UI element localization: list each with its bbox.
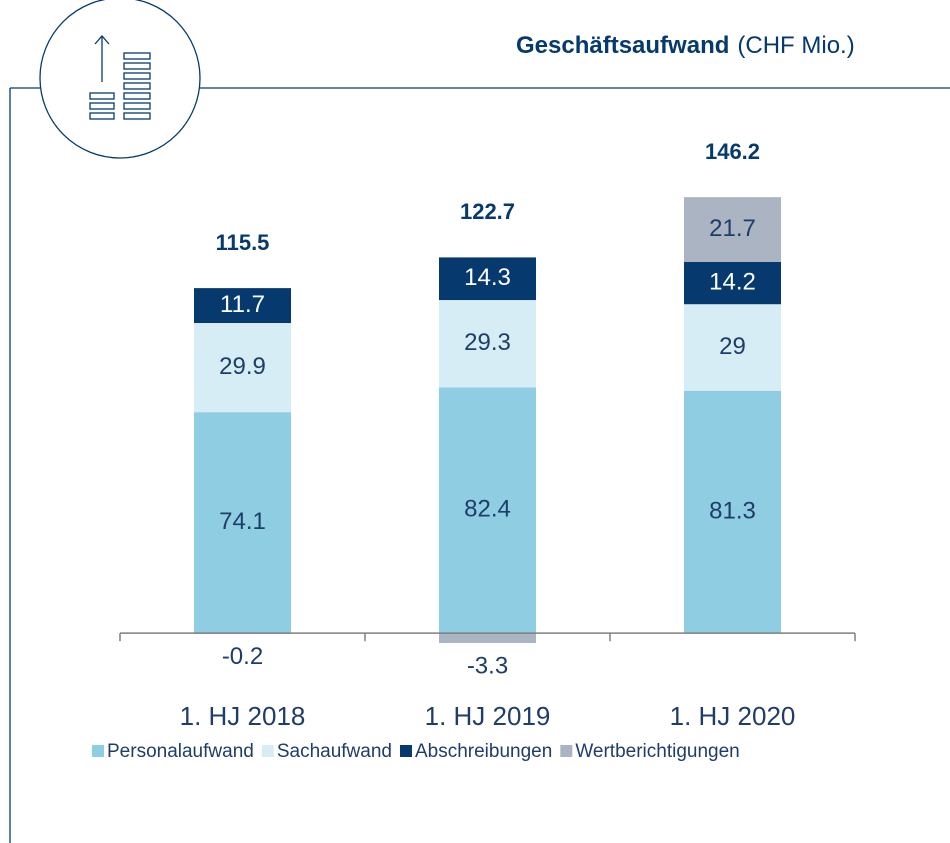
value-label: 14.3 <box>464 264 511 291</box>
legend-swatch <box>399 745 412 757</box>
x-tick-label: 1. HJ 2020 <box>670 701 796 731</box>
bar-segment <box>684 197 781 262</box>
frame <box>9 0 950 843</box>
bar-segment <box>439 257 536 301</box>
bar-segment <box>439 300 536 388</box>
value-label: 11.7 <box>220 291 265 318</box>
legend-label: Wertberichtigungen <box>575 741 739 762</box>
legend-swatch <box>560 745 573 757</box>
legend-label: Sachaufwand <box>277 741 392 762</box>
legend-label: Abschreibungen <box>415 741 552 762</box>
value-label: 81.3 <box>709 497 756 524</box>
bar-segment <box>194 288 291 324</box>
legend-swatch <box>261 745 274 757</box>
value-label: 29.3 <box>464 329 511 356</box>
bar-segment <box>439 387 536 634</box>
bar-segment <box>684 261 781 305</box>
bar-segment <box>684 390 781 634</box>
chart-title: Geschäftsaufwand (CHF Mio.) <box>516 32 855 59</box>
legend-swatch <box>92 745 104 757</box>
value-label: -3.3 <box>467 652 508 679</box>
bar-segment <box>194 412 291 634</box>
value-label: 21.7 <box>709 215 756 242</box>
total-label: 146.2 <box>705 139 760 164</box>
unit: (CHF Mio.) <box>737 32 854 59</box>
legend-label: Personalaufwand <box>107 741 254 762</box>
title: Geschäftsaufwand <box>516 32 729 59</box>
value-label: 14.2 <box>709 268 756 295</box>
total-label: 115.5 <box>216 230 270 255</box>
bar-segment <box>684 304 781 391</box>
value-label: 82.4 <box>464 496 511 523</box>
value-label: 74.1 <box>219 508 266 535</box>
x-tick-label: 1. HJ 2019 <box>425 701 551 731</box>
value-label: -0.2 <box>222 643 263 670</box>
bar-segment <box>194 323 291 413</box>
value-label: 29 <box>719 333 746 360</box>
value-label: 29.9 <box>219 353 266 380</box>
x-tick-label: 1. HJ 2018 <box>180 701 306 731</box>
bar-segment <box>439 633 536 644</box>
total-label: 122.7 <box>460 199 515 224</box>
